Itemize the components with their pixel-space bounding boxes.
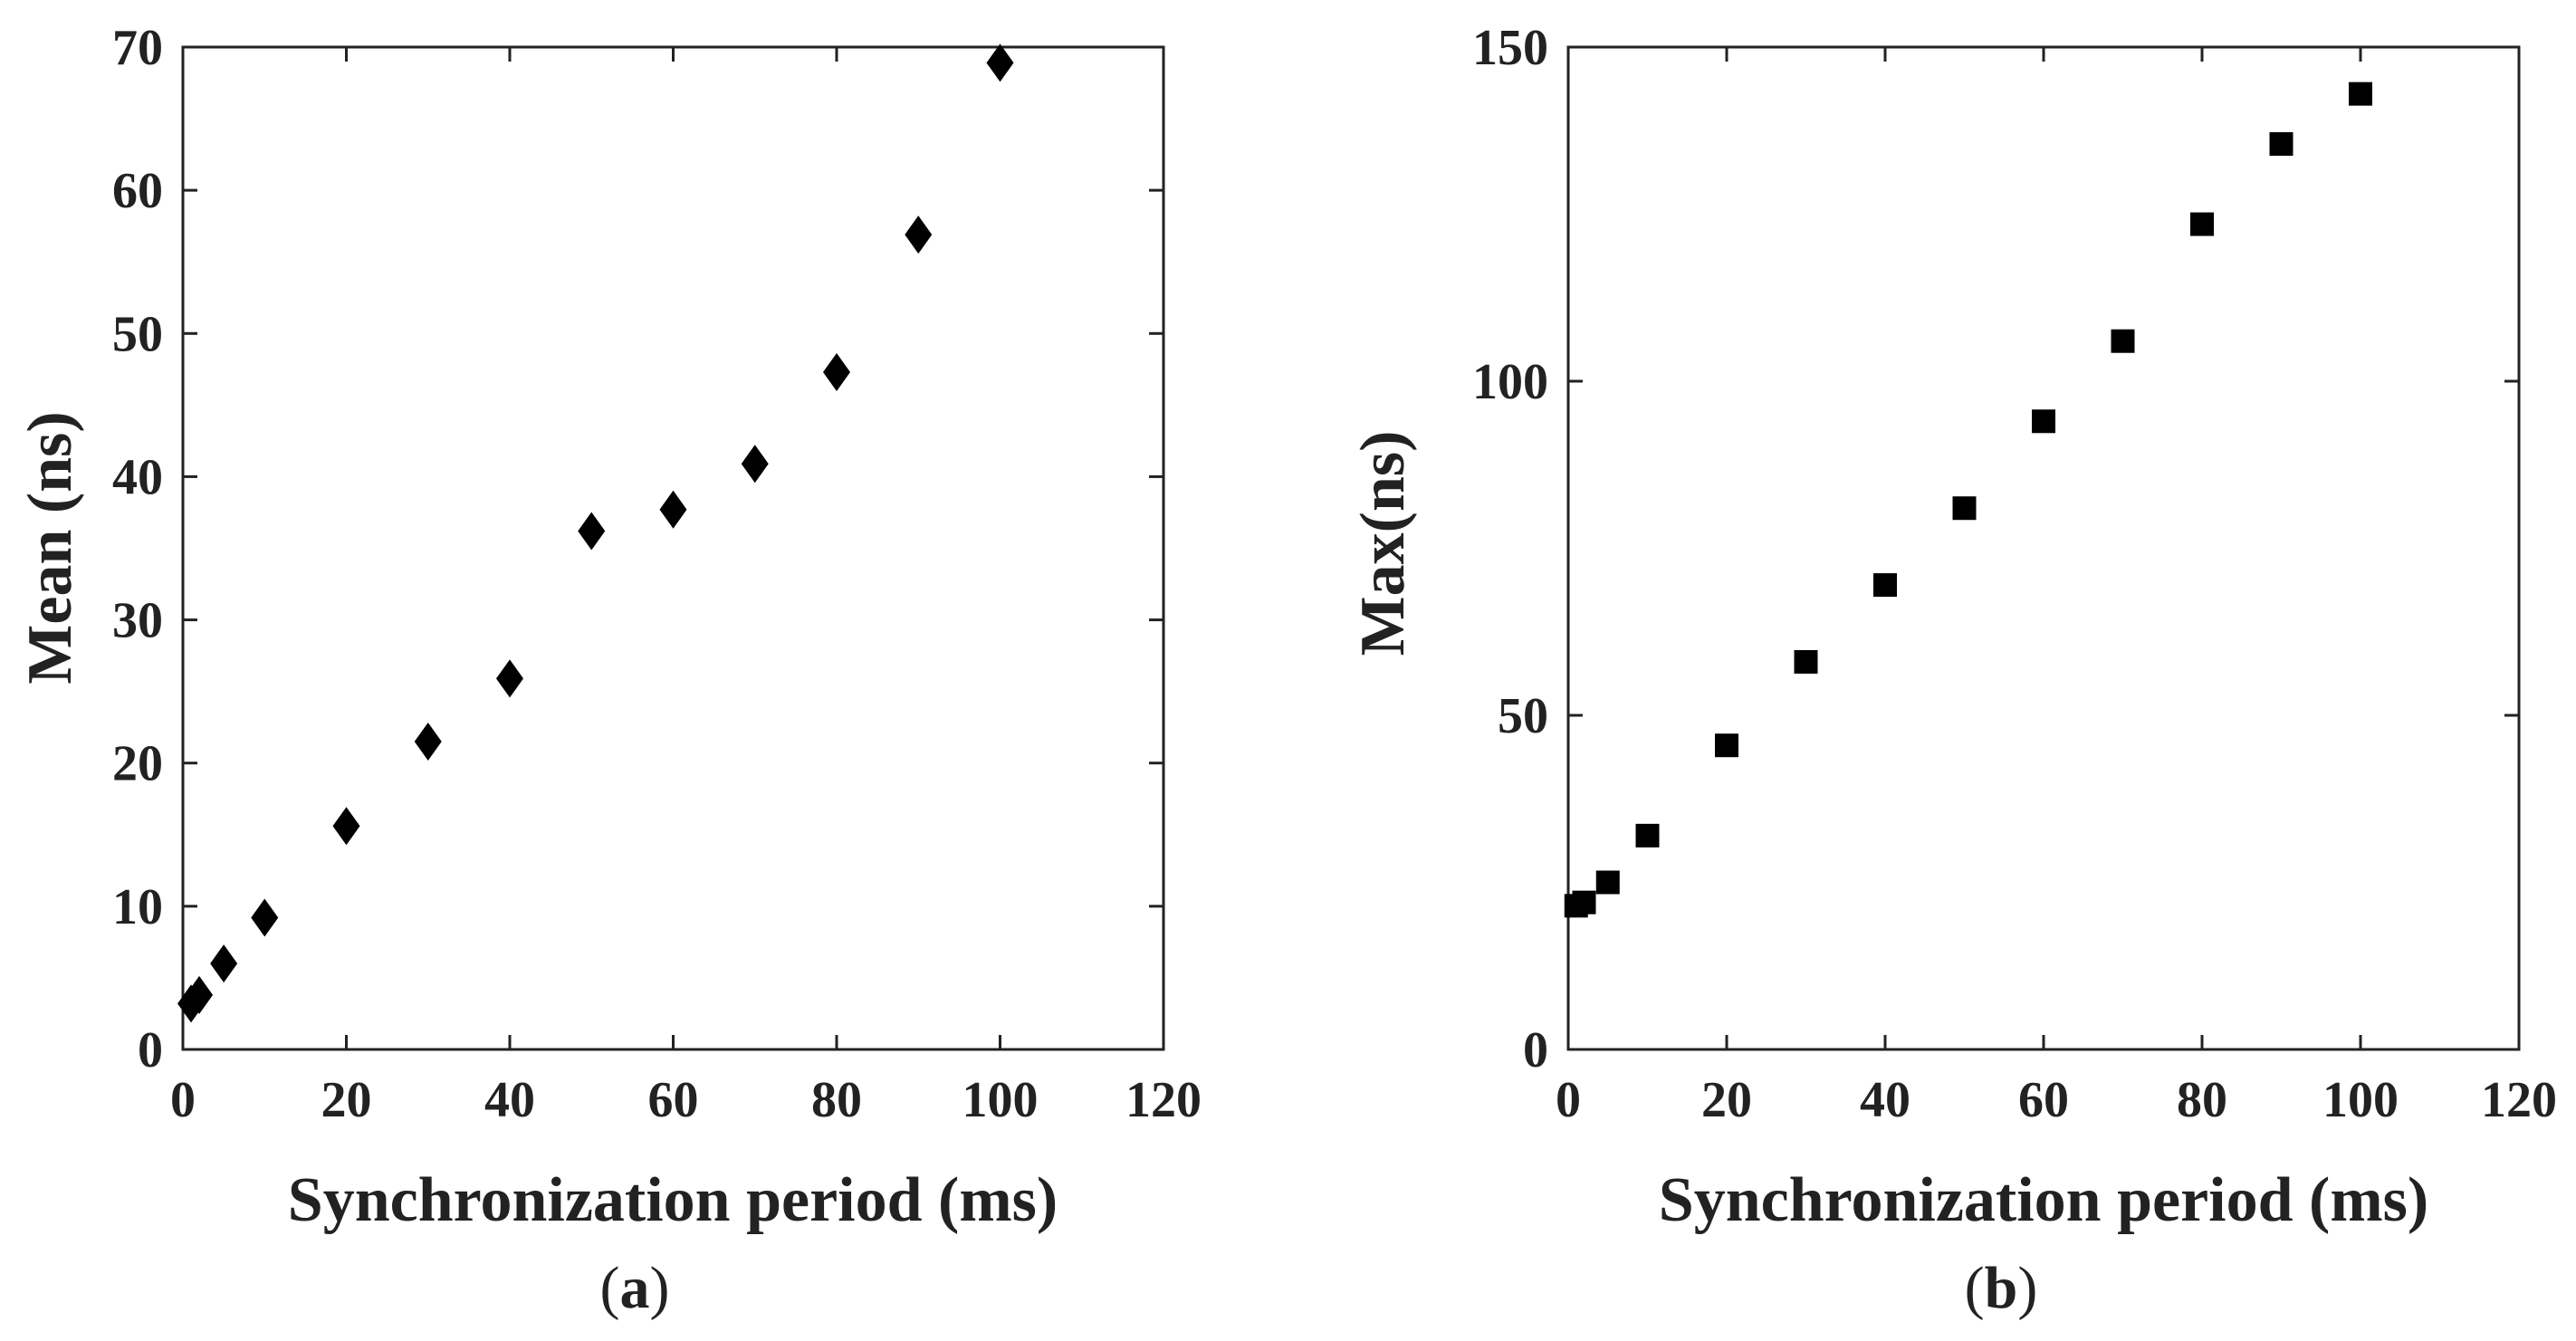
y-tick-label: 30 — [112, 593, 163, 649]
mean-point — [332, 807, 360, 846]
mean-point — [659, 490, 687, 529]
panel-a-caption-letter: a — [620, 1255, 650, 1321]
y-tick-label: 60 — [112, 163, 163, 219]
y-tick-label: 0 — [138, 1022, 163, 1078]
panel-b-max-chart: 0 20 40 60 80 100 120 0 50 100 150 Synchronization… — [1348, 20, 2557, 1321]
y-tick-label: 10 — [112, 879, 163, 935]
panel-a-x-axis-label: Synchronization period (ms) — [288, 1165, 1058, 1235]
max-point — [2032, 409, 2055, 434]
x-tick-label: 100 — [962, 1072, 1039, 1128]
max-point — [2349, 81, 2372, 106]
x-tick-label: 60 — [2018, 1072, 2069, 1128]
panel-a-tick-labels: 0 20 40 60 80 100 120 0 10 20 30 40 50 60 70 — [112, 20, 1202, 1128]
x-tick-label: 0 — [170, 1072, 196, 1128]
max-point — [1715, 733, 1738, 758]
x-tick-label: 120 — [1125, 1072, 1202, 1128]
panel-a-plot-area — [181, 45, 1165, 1051]
max-point — [1794, 649, 1818, 674]
x-tick-label: 100 — [2322, 1072, 2399, 1128]
x-tick-label: 20 — [321, 1072, 372, 1128]
panel-b-plot-area — [1566, 45, 2521, 1051]
x-tick-label: 40 — [1860, 1072, 1910, 1128]
x-tick-label: 20 — [1701, 1072, 1752, 1128]
panel-a-caption: (a) — [600, 1255, 670, 1321]
max-point — [1952, 496, 1977, 521]
y-tick-label: 40 — [112, 449, 163, 505]
panel-a-y-axis-label: Mean (ns) — [15, 411, 85, 684]
max-point — [1595, 870, 1620, 895]
max-point — [2111, 329, 2135, 353]
panel-b-x-axis-label: Synchronization period (ms) — [1659, 1165, 2428, 1235]
x-tick-label: 80 — [811, 1072, 862, 1128]
y-tick-label: 100 — [1472, 354, 1548, 410]
mean-point — [414, 722, 442, 761]
max-point — [1572, 890, 1596, 915]
panel-a-ticks — [181, 45, 1165, 1051]
max-point — [2269, 132, 2294, 157]
y-tick-label: 150 — [1472, 20, 1548, 76]
y-tick-label: 50 — [1498, 688, 1548, 744]
mean-point — [496, 659, 523, 698]
max-point — [1873, 573, 1897, 598]
x-tick-label: 80 — [2177, 1072, 2227, 1128]
max-point — [1635, 823, 1660, 848]
mean-point — [578, 512, 606, 551]
mean-point — [741, 445, 769, 484]
mean-point — [823, 352, 850, 391]
mean-point — [186, 975, 214, 1014]
mean-point — [251, 898, 279, 937]
x-tick-label: 60 — [648, 1072, 699, 1128]
panel-b-caption: (b) — [1965, 1255, 2038, 1321]
mean-point — [986, 43, 1014, 82]
mean-point — [210, 944, 238, 983]
mean-point — [905, 216, 933, 254]
max-point — [2190, 212, 2214, 236]
panel-b-ticks — [1566, 45, 2521, 1051]
panel-b-y-axis-label: Max(ns) — [1348, 431, 1418, 656]
panel-b-caption-letter: b — [1985, 1255, 2018, 1321]
panel-a-markers — [177, 43, 1014, 1023]
x-tick-label: 0 — [1556, 1072, 1581, 1128]
x-tick-label: 40 — [484, 1072, 535, 1128]
panel-a-mean-chart: 0 20 40 60 80 100 120 0 10 20 30 40 50 60 70 Synchroni… — [15, 20, 1202, 1321]
panel-b-markers — [1564, 81, 2372, 918]
panel-b-tick-labels: 0 20 40 60 80 100 120 0 50 100 150 — [1472, 20, 2557, 1128]
y-tick-label: 50 — [112, 306, 163, 362]
x-tick-label: 120 — [2481, 1072, 2557, 1128]
y-tick-label: 20 — [112, 736, 163, 792]
y-tick-label: 70 — [112, 20, 163, 76]
y-tick-label: 0 — [1523, 1022, 1548, 1078]
